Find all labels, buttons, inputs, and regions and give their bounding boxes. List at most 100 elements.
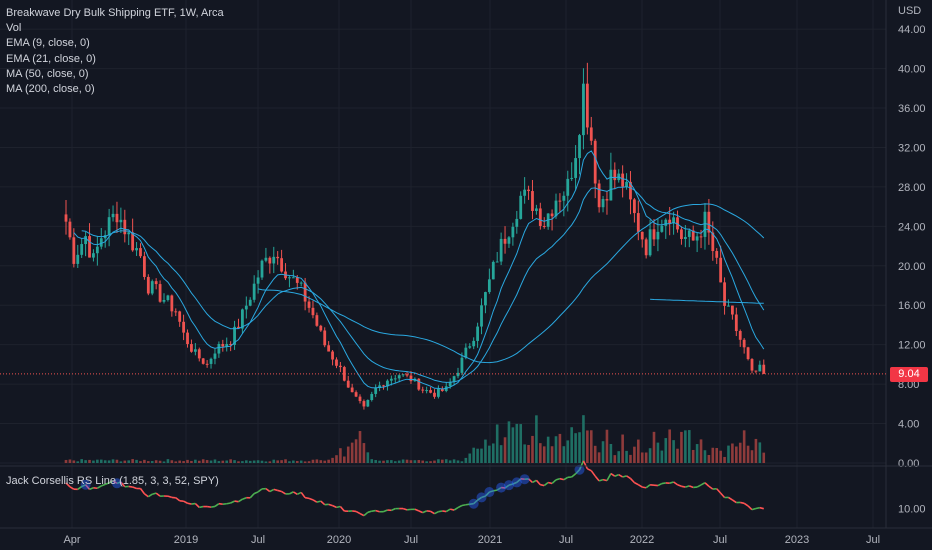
volume-bars bbox=[64, 415, 766, 463]
rs-segment bbox=[629, 477, 635, 484]
volume-bar bbox=[605, 429, 609, 463]
volume-bar bbox=[201, 459, 205, 463]
rs-segment bbox=[543, 481, 549, 487]
volume-bar bbox=[80, 459, 83, 463]
candle-body bbox=[656, 231, 660, 240]
volume-bar bbox=[523, 444, 526, 463]
volume-bar bbox=[127, 460, 131, 463]
volume-bar bbox=[99, 459, 103, 463]
candle-body bbox=[174, 311, 178, 313]
candle-body bbox=[201, 358, 205, 364]
rs-segment bbox=[642, 486, 647, 489]
candle-body bbox=[154, 281, 158, 285]
rs-segment bbox=[191, 502, 196, 505]
volume-bar bbox=[280, 460, 283, 463]
x-tick-label: Jul bbox=[866, 534, 880, 546]
rs-segment bbox=[477, 496, 482, 501]
y-tick-label: 16.00 bbox=[898, 300, 926, 312]
candle-body bbox=[625, 181, 628, 187]
candle-body bbox=[64, 214, 68, 222]
rs-segment bbox=[645, 484, 651, 489]
volume-bar bbox=[570, 427, 573, 463]
volume-bar bbox=[162, 461, 166, 463]
rs-high-dot bbox=[80, 479, 91, 490]
x-tick-label: 2021 bbox=[478, 534, 502, 546]
rs-segment bbox=[152, 492, 157, 496]
volume-bar bbox=[264, 461, 268, 463]
rs-segment bbox=[731, 499, 737, 504]
candle-body bbox=[762, 364, 766, 374]
candle-body bbox=[531, 191, 534, 211]
candle-body bbox=[374, 388, 378, 394]
volume-bar bbox=[621, 434, 624, 463]
candle-body bbox=[291, 277, 295, 279]
candle-body bbox=[88, 236, 91, 258]
volume-bar bbox=[335, 455, 338, 463]
candle-body bbox=[452, 376, 456, 382]
candle-body bbox=[72, 237, 76, 264]
volume-bar bbox=[715, 447, 719, 463]
rs-segment bbox=[277, 489, 282, 493]
rs-segment bbox=[316, 500, 321, 503]
rs-segment bbox=[442, 510, 447, 513]
candle-body bbox=[668, 219, 672, 224]
legend-ema21: EMA (21, close, 0) bbox=[6, 52, 96, 65]
volume-bar bbox=[656, 442, 660, 463]
candle-body bbox=[578, 135, 581, 159]
candle-body bbox=[307, 301, 311, 308]
candle-body bbox=[499, 238, 503, 262]
rs-segment bbox=[508, 483, 514, 486]
rs-segment bbox=[622, 475, 627, 478]
candle-body bbox=[146, 276, 150, 294]
candle-body bbox=[401, 374, 405, 376]
rs-segment bbox=[430, 510, 435, 515]
candle-body bbox=[221, 343, 225, 347]
volume-bar bbox=[582, 415, 585, 463]
x-tick-label: 2022 bbox=[630, 534, 654, 546]
volume-bar bbox=[68, 459, 72, 463]
rs-segment bbox=[96, 485, 102, 489]
rs-segment bbox=[626, 475, 631, 480]
candle-body bbox=[727, 305, 730, 307]
volume-bar bbox=[491, 443, 495, 463]
candle-body bbox=[107, 217, 111, 236]
volume-bar bbox=[566, 440, 570, 463]
volume-bar bbox=[731, 443, 734, 463]
rs-segment bbox=[253, 491, 259, 495]
candle-body bbox=[166, 295, 170, 300]
volume-bar bbox=[64, 459, 68, 463]
candle-body bbox=[495, 261, 499, 263]
volume-bar bbox=[401, 459, 405, 463]
candle-body bbox=[264, 257, 268, 261]
volume-bar bbox=[295, 460, 299, 463]
candle-body bbox=[205, 363, 209, 365]
volume-bar bbox=[260, 460, 264, 463]
volume-bar bbox=[221, 460, 225, 463]
volume-bar bbox=[444, 459, 448, 463]
candle-body bbox=[123, 219, 127, 235]
candle-body bbox=[276, 256, 280, 259]
volume-bar bbox=[437, 459, 440, 463]
candle-body bbox=[758, 364, 762, 372]
volume-bar bbox=[535, 415, 538, 463]
volume-bar bbox=[586, 430, 589, 463]
volume-bar bbox=[111, 459, 115, 463]
volume-bar bbox=[366, 452, 370, 463]
rs-segment bbox=[273, 488, 278, 492]
candle-body bbox=[519, 195, 523, 219]
candle-body bbox=[288, 277, 291, 279]
candle-body bbox=[746, 347, 750, 360]
candle-body bbox=[589, 127, 593, 141]
volume-bar bbox=[652, 431, 656, 463]
rs-segment bbox=[598, 478, 604, 482]
candle-body bbox=[468, 346, 472, 348]
candle-body bbox=[256, 277, 260, 284]
rs-segment bbox=[716, 488, 722, 494]
rs-segment bbox=[445, 508, 451, 513]
volume-bar bbox=[225, 460, 229, 463]
volume-bar bbox=[209, 460, 213, 463]
candle-body bbox=[472, 340, 476, 347]
rs-segment bbox=[100, 483, 106, 487]
volume-bar bbox=[711, 447, 715, 463]
candle-body bbox=[723, 282, 726, 306]
